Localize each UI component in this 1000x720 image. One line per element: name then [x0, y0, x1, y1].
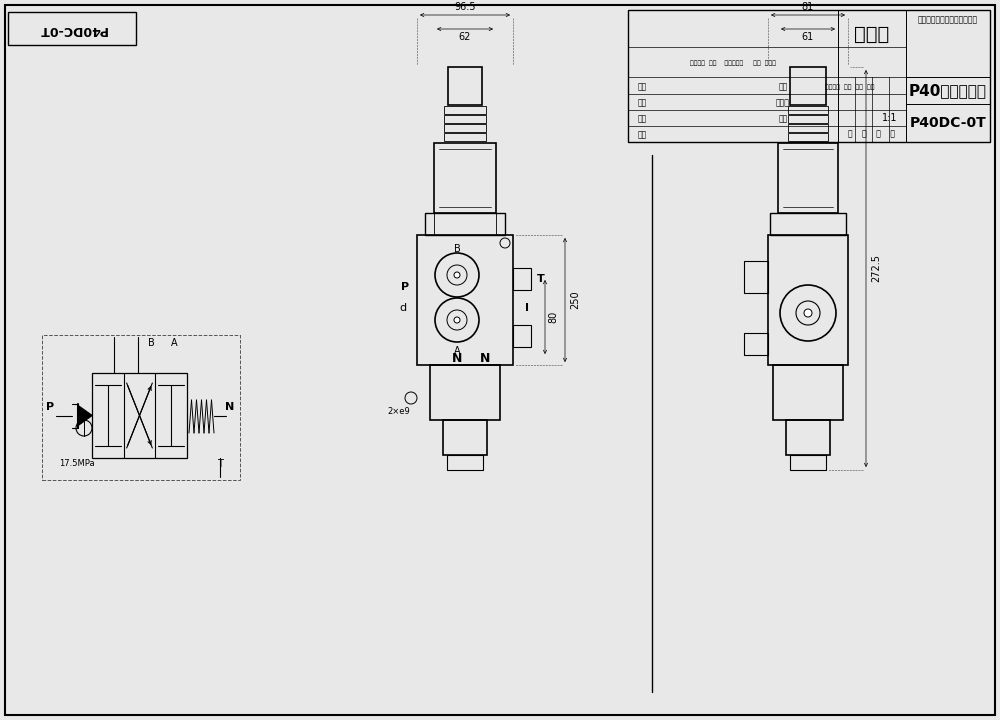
- Text: 1:1: 1:1: [882, 113, 898, 123]
- Text: 审核: 审核: [637, 130, 647, 140]
- Bar: [92, 373, 187, 458]
- Bar: [444, 124, 486, 132]
- Bar: [770, 213, 846, 235]
- Bar: [790, 67, 826, 105]
- Circle shape: [804, 309, 812, 317]
- Bar: [434, 143, 496, 213]
- Text: 青州精信平液压科技有限公司: 青州精信平液压科技有限公司: [918, 16, 978, 24]
- Bar: [788, 106, 828, 114]
- Text: 标准化: 标准化: [776, 99, 790, 107]
- Text: N: N: [452, 353, 462, 366]
- Text: B: B: [148, 338, 154, 348]
- Text: A: A: [171, 338, 178, 348]
- Text: 2×e9: 2×e9: [388, 408, 410, 416]
- Text: d: d: [399, 303, 407, 313]
- Text: T: T: [217, 459, 223, 469]
- Text: A: A: [454, 346, 460, 356]
- Text: 标记处数  分区    更改文件号     签名  年月日: 标记处数 分区 更改文件号 签名 年月日: [690, 60, 776, 66]
- Text: P40DC-0T: P40DC-0T: [910, 116, 986, 130]
- Bar: [444, 106, 486, 114]
- Text: 17.5MPa: 17.5MPa: [59, 459, 95, 469]
- Text: 96.5: 96.5: [454, 2, 476, 12]
- Text: 外形图: 外形图: [854, 24, 890, 43]
- Bar: [448, 67, 482, 105]
- Text: 共    张    第    张: 共 张 第 张: [848, 130, 896, 138]
- Bar: [786, 420, 830, 455]
- Bar: [744, 261, 768, 293]
- Bar: [788, 124, 828, 132]
- Polygon shape: [78, 405, 92, 426]
- Circle shape: [454, 317, 460, 323]
- Bar: [425, 213, 505, 235]
- Text: 设计: 设计: [637, 83, 647, 91]
- Text: 制图: 制图: [637, 99, 647, 107]
- Text: P40DC-0T: P40DC-0T: [38, 22, 106, 35]
- Text: P: P: [401, 282, 409, 292]
- Bar: [788, 133, 828, 141]
- Bar: [42, 335, 240, 480]
- Bar: [443, 420, 487, 455]
- Text: 审图: 审图: [778, 114, 788, 124]
- Text: 250: 250: [570, 291, 580, 310]
- Bar: [788, 115, 828, 123]
- Bar: [444, 133, 486, 141]
- Text: 272.5: 272.5: [871, 254, 881, 282]
- Bar: [790, 455, 826, 470]
- Text: 61: 61: [802, 32, 814, 42]
- Bar: [744, 333, 768, 355]
- Bar: [778, 143, 838, 213]
- Bar: [447, 455, 483, 470]
- Bar: [768, 235, 848, 365]
- Text: B: B: [454, 244, 460, 254]
- Text: N: N: [225, 402, 235, 413]
- Text: 审对: 审对: [637, 114, 647, 124]
- Bar: [8, 12, 136, 45]
- Text: P: P: [46, 402, 54, 413]
- Bar: [513, 268, 531, 290]
- Bar: [513, 325, 531, 347]
- Bar: [444, 115, 486, 123]
- Text: 数据标记  复量  重量  比例: 数据标记 复量 重量 比例: [825, 84, 875, 90]
- Circle shape: [454, 272, 460, 278]
- Text: 81: 81: [802, 2, 814, 12]
- Text: 工艺: 工艺: [778, 83, 788, 91]
- Bar: [628, 10, 990, 142]
- Text: 80: 80: [548, 311, 558, 323]
- Text: N: N: [480, 353, 490, 366]
- Text: 62: 62: [459, 32, 471, 42]
- Text: I: I: [525, 303, 529, 313]
- Bar: [773, 365, 843, 420]
- Text: P40电磁控制阀: P40电磁控制阀: [909, 84, 987, 99]
- Bar: [430, 365, 500, 420]
- Bar: [417, 235, 513, 365]
- Text: T: T: [537, 274, 545, 284]
